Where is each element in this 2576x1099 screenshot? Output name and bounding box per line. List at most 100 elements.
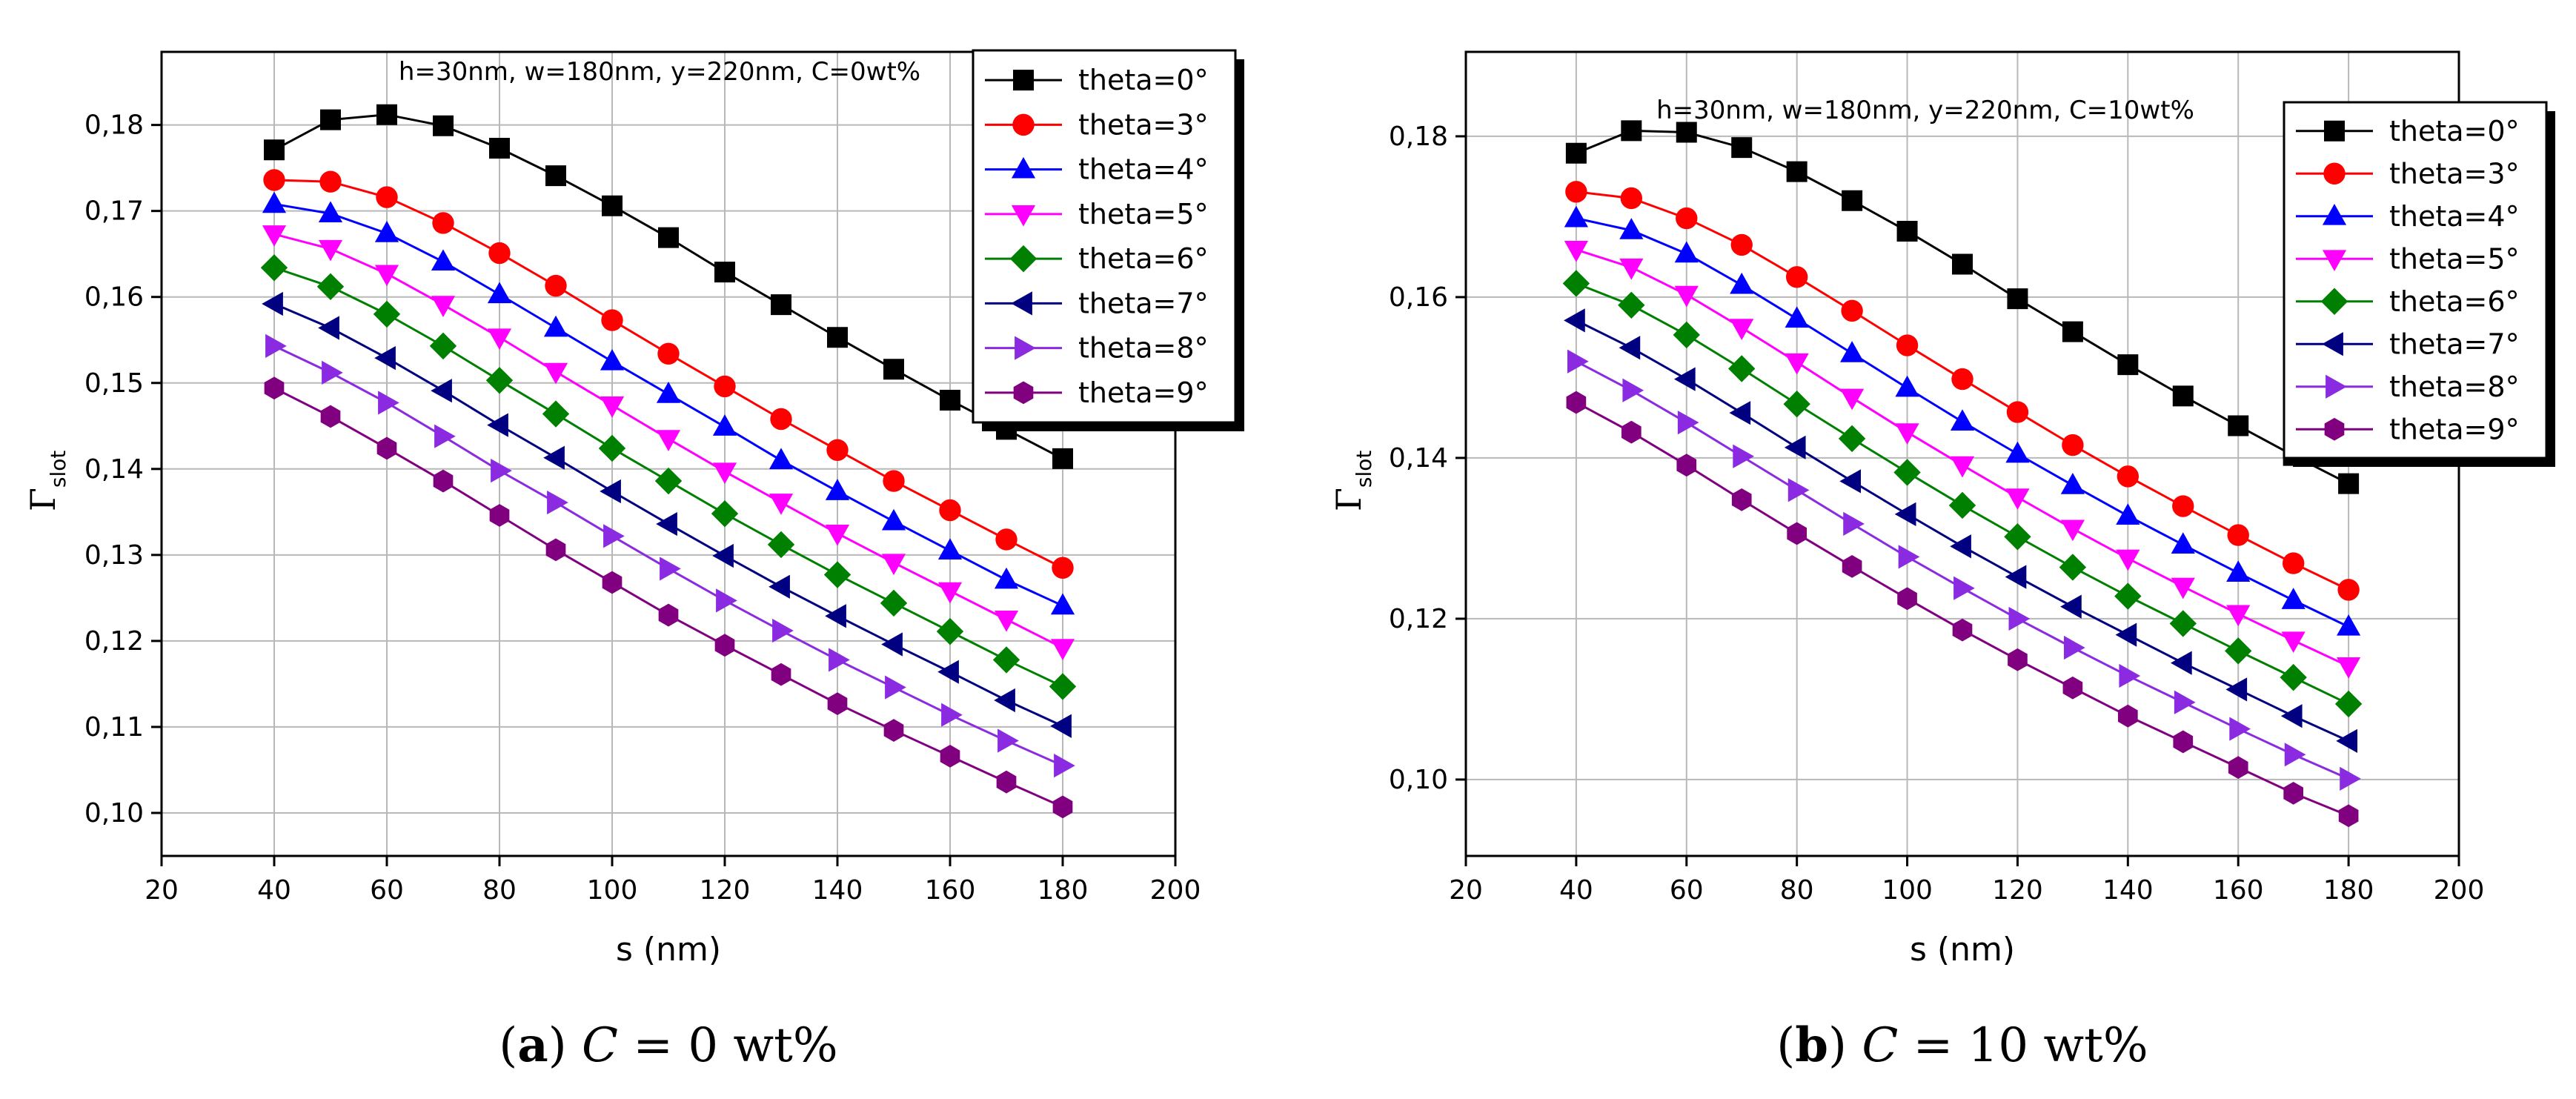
legend-entry: theta=8°	[985, 332, 1209, 365]
data-point	[827, 692, 848, 716]
data-point	[992, 646, 1020, 674]
data-point	[1676, 207, 1698, 230]
data-point	[2338, 804, 2359, 828]
data-point	[2062, 434, 2084, 456]
data-point	[603, 524, 625, 548]
series-1	[263, 169, 1074, 579]
x-tick-label: 160	[925, 875, 976, 906]
data-point	[769, 494, 794, 515]
caption-close: )	[548, 1018, 582, 1073]
legend-entry: theta=0°	[985, 64, 1209, 96]
data-point	[601, 309, 623, 331]
y-tick-label: 0,12	[1389, 604, 1448, 634]
caption-close: )	[1828, 1018, 1862, 1073]
y-tick-label: 0,11	[84, 712, 144, 743]
legend-label: theta=0°	[2389, 115, 2520, 147]
data-point	[1731, 488, 1752, 511]
data-point	[2173, 730, 2194, 754]
data-point	[432, 212, 454, 234]
y-tick-label: 0,16	[1389, 282, 1448, 313]
x-axis: 20 40 60 80 100 120 140 160 180 200	[1449, 856, 2484, 906]
legend-entry: theta=3°	[2296, 157, 2520, 190]
legend: theta=0° theta=3° theta=4° theta=5° theta=6°…	[2283, 101, 2555, 467]
data-point	[1050, 714, 1072, 738]
y-tick-label: 0,13	[84, 540, 144, 571]
data-point	[487, 282, 512, 304]
data-point	[319, 170, 342, 193]
data-point	[995, 528, 1018, 551]
caption-variable: C	[1862, 1018, 1898, 1073]
y-tick-label: 0,17	[84, 196, 144, 227]
data-point	[2063, 635, 2085, 660]
data-point	[2338, 473, 2360, 494]
y-axis-label-subscript: slot	[1352, 451, 1376, 488]
y-tick-label: 0,14	[1389, 443, 1448, 474]
legend-label: theta=6°	[2389, 285, 2520, 318]
data-point	[1567, 349, 1589, 373]
data-point	[2060, 519, 2085, 542]
data-point	[545, 274, 567, 297]
y-tick-label: 0,18	[84, 110, 144, 141]
data-point	[1676, 454, 1697, 477]
data-point	[769, 448, 794, 470]
data-point	[2062, 676, 2083, 700]
data-point	[316, 273, 345, 300]
data-point	[602, 195, 623, 216]
data-point	[712, 414, 737, 436]
data-point	[658, 603, 679, 627]
data-point	[489, 504, 510, 527]
data-point	[1564, 241, 1588, 262]
legend-marker	[1011, 205, 1036, 227]
legend-label: theta=9°	[1078, 376, 1209, 409]
data-point	[431, 379, 452, 403]
data-point	[881, 632, 903, 657]
y-tick-label: 0,12	[84, 626, 144, 657]
data-point	[997, 728, 1019, 753]
data-point	[2005, 565, 2027, 589]
data-point	[1673, 367, 1696, 391]
data-point	[772, 618, 794, 643]
data-point	[1785, 353, 1809, 375]
data-point	[936, 617, 964, 645]
legend-label: theta=9°	[2389, 413, 2520, 445]
x-tick-label: 40	[257, 875, 291, 906]
data-point	[2282, 552, 2305, 574]
data-point	[1843, 511, 1865, 536]
legend-entry: theta=6°	[985, 242, 1209, 275]
data-point	[429, 332, 457, 360]
data-point	[1565, 142, 1587, 164]
data-point	[543, 315, 568, 337]
data-point	[1839, 469, 1862, 494]
legend-entry: theta=0°	[2296, 115, 2520, 147]
x-axis-label: s (nm)	[1910, 931, 2015, 969]
data-point	[260, 254, 288, 282]
legend-entry: theta=5°	[985, 198, 1209, 230]
data-point	[1895, 423, 1919, 445]
data-point	[767, 531, 795, 559]
data-point	[769, 574, 790, 599]
data-point	[2008, 648, 2028, 671]
data-point	[1618, 291, 1645, 319]
legend-marker	[2324, 120, 2345, 142]
legend-marker	[2323, 162, 2346, 185]
data-point	[2283, 781, 2304, 805]
data-point	[1673, 321, 1700, 349]
x-tick-label: 160	[2213, 875, 2264, 906]
legend-label: theta=4°	[1078, 153, 1209, 186]
x-axis-label: s (nm)	[616, 931, 721, 969]
data-point	[1787, 522, 1807, 545]
caption: (a) C = 0 wt%	[499, 1017, 837, 1073]
data-point	[1731, 137, 1753, 159]
data-point	[1728, 355, 1756, 382]
data-point	[714, 375, 736, 398]
x-tick-label: 20	[145, 875, 179, 906]
data-point	[262, 291, 283, 316]
data-point	[1842, 555, 1862, 578]
data-point	[1894, 502, 1916, 526]
data-point	[2280, 663, 2307, 691]
x-tick-label: 200	[1150, 875, 1201, 906]
data-point	[2281, 631, 2306, 654]
data-point	[711, 499, 739, 528]
data-point	[2007, 288, 2028, 310]
